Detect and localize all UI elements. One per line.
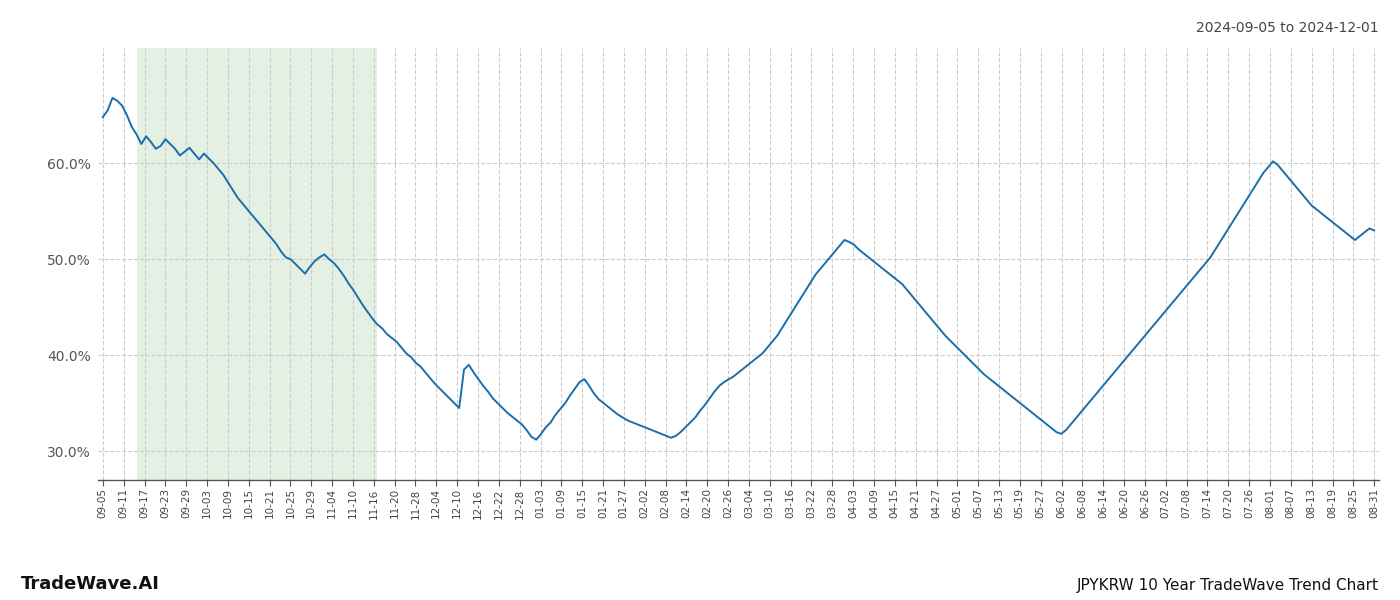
Text: 2024-09-05 to 2024-12-01: 2024-09-05 to 2024-12-01 (1197, 21, 1379, 35)
Text: JPYKRW 10 Year TradeWave Trend Chart: JPYKRW 10 Year TradeWave Trend Chart (1077, 578, 1379, 593)
Bar (137, 48, 378, 480)
Text: TradeWave.AI: TradeWave.AI (21, 575, 160, 593)
